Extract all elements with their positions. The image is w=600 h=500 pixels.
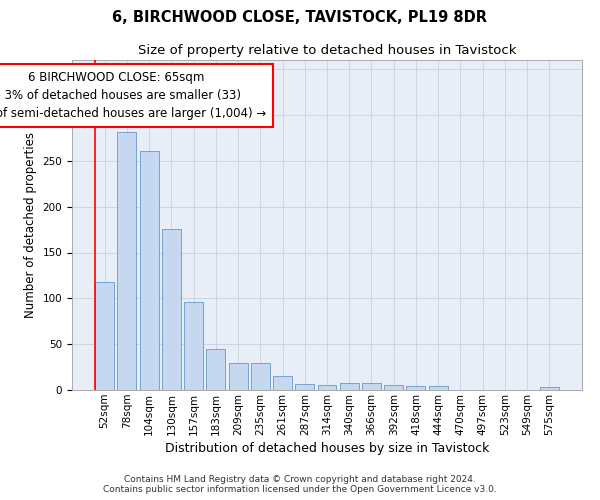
Bar bbox=[162, 228, 181, 390]
Bar bbox=[540, 387, 559, 390]
Bar bbox=[273, 376, 292, 390]
Bar bbox=[340, 382, 359, 390]
Bar bbox=[140, 151, 158, 390]
Text: Contains HM Land Registry data © Crown copyright and database right 2024.
Contai: Contains HM Land Registry data © Crown c… bbox=[103, 474, 497, 494]
Title: Size of property relative to detached houses in Tavistock: Size of property relative to detached ho… bbox=[138, 44, 516, 58]
Text: 6, BIRCHWOOD CLOSE, TAVISTOCK, PL19 8DR: 6, BIRCHWOOD CLOSE, TAVISTOCK, PL19 8DR bbox=[113, 10, 487, 25]
Y-axis label: Number of detached properties: Number of detached properties bbox=[24, 132, 37, 318]
X-axis label: Distribution of detached houses by size in Tavistock: Distribution of detached houses by size … bbox=[165, 442, 489, 455]
Bar bbox=[229, 364, 248, 390]
Bar bbox=[95, 282, 114, 390]
Bar bbox=[251, 364, 270, 390]
Bar bbox=[429, 386, 448, 390]
Bar bbox=[362, 382, 381, 390]
Bar bbox=[118, 132, 136, 390]
Bar bbox=[406, 386, 425, 390]
Bar bbox=[206, 349, 225, 390]
Bar bbox=[295, 384, 314, 390]
Bar bbox=[184, 302, 203, 390]
Bar bbox=[317, 384, 337, 390]
Bar bbox=[384, 386, 403, 390]
Text: 6 BIRCHWOOD CLOSE: 65sqm
← 3% of detached houses are smaller (33)
97% of semi-de: 6 BIRCHWOOD CLOSE: 65sqm ← 3% of detache… bbox=[0, 71, 266, 120]
